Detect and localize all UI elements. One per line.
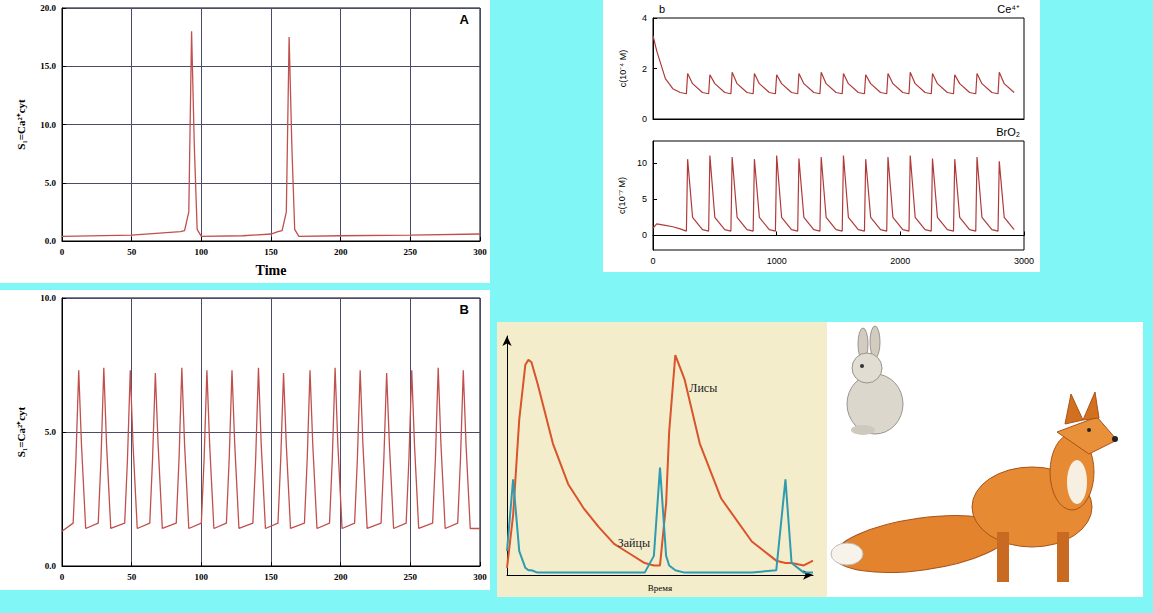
svg-text:A: A	[460, 12, 470, 27]
svg-text:4: 4	[642, 13, 647, 23]
svg-text:S₁=Ca²⁺cyt: S₁=Ca²⁺cyt	[15, 406, 27, 457]
svg-text:150: 150	[264, 572, 278, 582]
svg-text:250: 250	[404, 247, 418, 257]
svg-text:B: B	[460, 302, 469, 317]
svg-text:200: 200	[334, 572, 348, 582]
svg-text:10.0: 10.0	[40, 293, 56, 303]
svg-text:0.0: 0.0	[45, 236, 57, 246]
svg-text:0: 0	[642, 230, 647, 240]
svg-text:5.0: 5.0	[45, 427, 57, 437]
svg-text:100: 100	[195, 247, 209, 257]
svg-text:S₁=Ca²⁺cyt: S₁=Ca²⁺cyt	[15, 99, 27, 150]
svg-text:0: 0	[60, 247, 65, 257]
svg-text:1000: 1000	[767, 256, 787, 266]
svg-text:2: 2	[642, 64, 647, 74]
svg-text:c(10⁻⁴ M): c(10⁻⁴ M)	[618, 50, 628, 87]
svg-text:200: 200	[334, 247, 348, 257]
svg-text:5.0: 5.0	[45, 178, 57, 188]
svg-text:10: 10	[637, 158, 647, 168]
svg-text:Время: Время	[648, 583, 672, 593]
svg-text:Time: Time	[256, 263, 287, 278]
svg-text:20.0: 20.0	[40, 3, 56, 13]
svg-text:2000: 2000	[890, 256, 910, 266]
svg-text:10.0: 10.0	[40, 120, 56, 130]
svg-text:300: 300	[473, 572, 487, 582]
svg-text:b: b	[659, 3, 665, 15]
svg-text:0: 0	[650, 256, 655, 266]
svg-text:50: 50	[127, 572, 137, 582]
svg-text:150: 150	[264, 247, 278, 257]
svg-text:50: 50	[127, 247, 137, 257]
svg-text:c(10⁻⁷ M): c(10⁻⁷ M)	[617, 177, 627, 214]
svg-text:15.0: 15.0	[40, 61, 56, 71]
svg-text:0: 0	[60, 572, 65, 582]
svg-text:3000: 3000	[1014, 256, 1034, 266]
svg-text:0.0: 0.0	[45, 561, 57, 571]
svg-text:Ce⁴⁺: Ce⁴⁺	[997, 3, 1020, 15]
svg-text:0: 0	[642, 114, 647, 124]
svg-text:300: 300	[473, 247, 487, 257]
svg-text:Лисы: Лисы	[689, 381, 717, 395]
svg-text:250: 250	[404, 572, 418, 582]
svg-text:Зайцы: Зайцы	[618, 536, 650, 550]
svg-text:100: 100	[195, 572, 209, 582]
svg-text:BrO₂: BrO₂	[996, 126, 1020, 138]
svg-text:5: 5	[642, 194, 647, 204]
